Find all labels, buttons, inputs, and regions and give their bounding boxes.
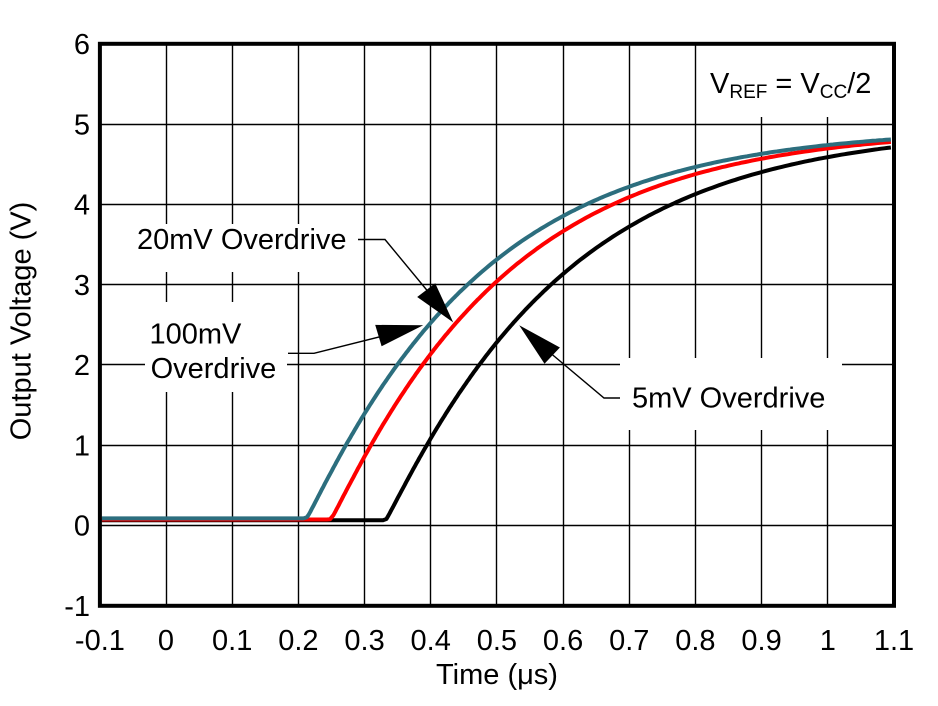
svg-text:1: 1 bbox=[820, 625, 836, 657]
svg-text:6: 6 bbox=[74, 29, 90, 61]
svg-text:0.6: 0.6 bbox=[543, 625, 583, 657]
svg-text:0.5: 0.5 bbox=[477, 625, 517, 657]
svg-text:Output Voltage (V): Output Voltage (V) bbox=[6, 202, 38, 441]
svg-text:-0.1: -0.1 bbox=[75, 625, 125, 657]
svg-text:0: 0 bbox=[158, 625, 174, 657]
svg-text:3: 3 bbox=[74, 270, 90, 302]
svg-text:0.4: 0.4 bbox=[411, 625, 451, 657]
svg-text:0.2: 0.2 bbox=[278, 625, 318, 657]
svg-text:5: 5 bbox=[74, 109, 90, 141]
svg-text:0.7: 0.7 bbox=[609, 625, 649, 657]
svg-text:0.3: 0.3 bbox=[344, 625, 384, 657]
svg-text:100mV: 100mV bbox=[150, 319, 243, 351]
svg-text:1: 1 bbox=[74, 430, 90, 462]
svg-text:4: 4 bbox=[74, 190, 90, 222]
svg-text:Overdrive: Overdrive bbox=[151, 353, 277, 385]
svg-text:5mV Overdrive: 5mV Overdrive bbox=[632, 383, 825, 415]
svg-text:0.1: 0.1 bbox=[212, 625, 252, 657]
svg-text:Time (μs): Time (μs) bbox=[436, 659, 558, 691]
svg-text:0.8: 0.8 bbox=[675, 625, 715, 657]
svg-text:2: 2 bbox=[74, 350, 90, 382]
svg-text:-1: -1 bbox=[64, 591, 90, 623]
svg-text:0.9: 0.9 bbox=[741, 625, 781, 657]
svg-text:0: 0 bbox=[74, 511, 90, 543]
svg-text:1.1: 1.1 bbox=[874, 625, 914, 657]
svg-text:20mV Overdrive: 20mV Overdrive bbox=[137, 224, 347, 256]
